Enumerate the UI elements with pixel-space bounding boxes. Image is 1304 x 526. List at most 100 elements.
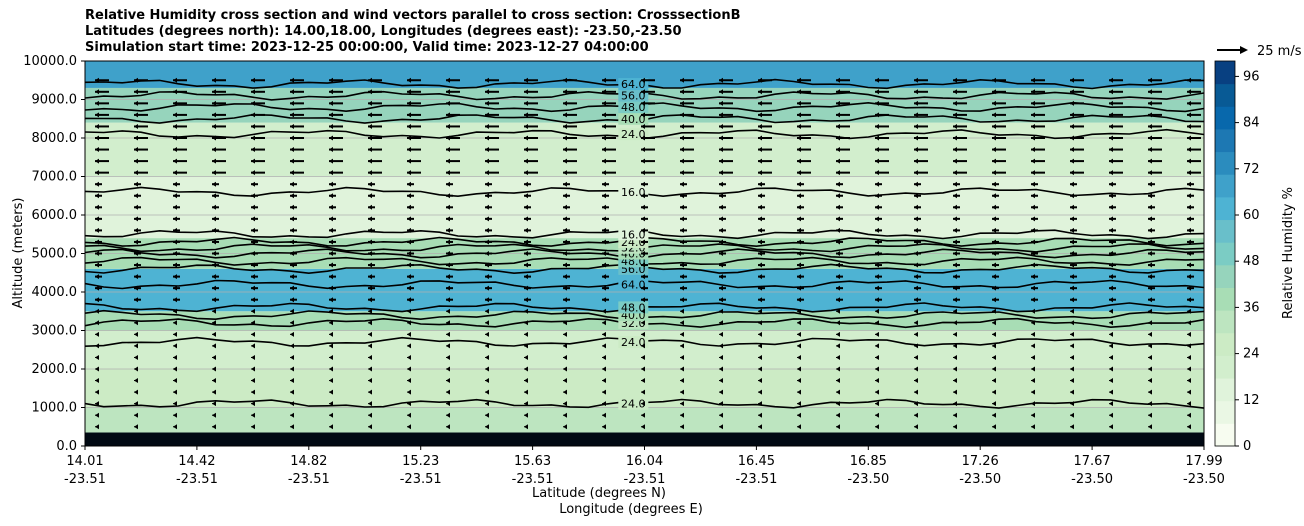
wind-vector-310: [875, 308, 879, 314]
wind-vector-96: [446, 389, 450, 395]
x-tick-label-lat-6: 16.45: [738, 454, 775, 469]
wind-vector-340: [914, 297, 921, 303]
wind-vector-515: [953, 227, 960, 233]
wind-vector-33: [251, 412, 255, 418]
wind-vector-760: [329, 123, 343, 129]
wind-vector-319: [95, 297, 102, 303]
wind-vector-653: [680, 170, 694, 176]
y-axis-label: Altitude (meters): [11, 198, 26, 309]
wind-vector-37: [407, 412, 411, 418]
wind-vector-115: [1187, 389, 1191, 395]
wind-vector-488: [1031, 239, 1038, 245]
wind-vector-469: [290, 239, 297, 245]
wind-vector-22: [953, 424, 957, 430]
wind-vector-635: [1109, 181, 1116, 187]
wind-vector-341: [953, 297, 960, 303]
wind-vector-410: [251, 262, 258, 268]
wind-vector-77: [836, 401, 840, 407]
wind-vector-426: [875, 262, 882, 268]
wind-vector-613: [251, 181, 258, 187]
wind-vector-822: [485, 100, 499, 106]
wind-vector-513: [875, 227, 882, 233]
contour-label-bg-14: [618, 112, 649, 125]
wind-vector-840: [1187, 100, 1201, 106]
wind-vector-361: [602, 285, 609, 291]
wind-vector-736: [524, 135, 538, 141]
wind-vector-142: [1109, 378, 1113, 384]
wind-vector-557: [329, 204, 336, 210]
wind-vector-172: [1148, 366, 1152, 372]
wind-vector-408: [173, 262, 180, 268]
x-tick-label-lon-6: -23.51: [735, 472, 777, 487]
wind-vector-349: [134, 285, 141, 291]
wind-vector-133: [758, 378, 762, 384]
wind-vector-100: [602, 389, 606, 395]
wind-vector-824: [563, 100, 577, 106]
wind-vector-386: [446, 274, 453, 280]
wind-vector-201: [1148, 354, 1152, 360]
wind-vector-657: [836, 170, 850, 176]
wind-vector-380: [212, 274, 219, 280]
wind-vector-397: [875, 274, 882, 280]
colorbar-label: Relative Humidity %: [1281, 187, 1296, 319]
wind-vector-41: [563, 412, 567, 418]
wind-vector-296: [329, 308, 333, 314]
wind-vector-428: [953, 262, 960, 268]
wind-vector-799: [719, 112, 733, 118]
wind-vector-338: [836, 297, 843, 303]
contour-label-bg-13: [618, 128, 649, 141]
x-tick-label-lon-4: -23.51: [512, 472, 554, 487]
wind-vector-473: [446, 239, 453, 245]
wind-vector-112: [1070, 389, 1074, 395]
wind-vector-805: [953, 112, 967, 118]
wind-vector-842: [134, 89, 148, 95]
wind-vector-721: [1070, 147, 1084, 153]
wind-vector-794: [524, 112, 538, 118]
wind-vector-336: [758, 297, 765, 303]
wind-vector-643: [290, 170, 304, 176]
wind-vector-239: [368, 331, 372, 337]
wind-vector-494: [134, 227, 141, 233]
x-tick-label-lat-7: 16.85: [850, 454, 887, 469]
wind-vector-558: [368, 204, 375, 210]
wind-vector-589: [446, 193, 453, 199]
x-tick-label-lat-1: 14.42: [178, 454, 215, 469]
wind-vector-87: [95, 389, 99, 395]
wind-vector-54: [1070, 412, 1074, 418]
wind-vector-63: [290, 401, 294, 407]
wind-vector-548: [1109, 216, 1116, 222]
wind-vector-692: [1070, 158, 1084, 164]
wind-vector-746: [914, 135, 928, 141]
wind-vector-78: [875, 401, 879, 407]
wind-vector-468: [251, 239, 258, 245]
wind-vector-862: [914, 89, 928, 95]
wind-vector-416: [485, 262, 492, 268]
wind-vector-345: [1109, 297, 1116, 303]
wind-vector-796: [602, 112, 616, 118]
wind-vector-763: [446, 123, 460, 129]
wind-vector-262: [134, 320, 138, 326]
wind-vector-381: [251, 274, 258, 280]
wind-vector-535: [602, 216, 609, 222]
wind-vector-838: [1109, 100, 1123, 106]
wind-vector-867: [1109, 89, 1123, 95]
wind-vector-274: [602, 320, 606, 326]
wind-vector-103: [719, 389, 723, 395]
wind-vector-108: [914, 389, 918, 395]
wind-vector-479: [680, 239, 687, 245]
colorbar-swatch-7: [1215, 264, 1235, 288]
wind-vector-224: [914, 343, 918, 349]
wind-vector-660: [953, 170, 967, 176]
wind-vector-198: [1031, 354, 1035, 360]
wind-vector-752: [1148, 135, 1162, 141]
wind-vector-853: [563, 89, 577, 95]
wind-vector-482: [797, 239, 804, 245]
wind-vector-362: [641, 285, 648, 291]
wind-vector-700: [251, 147, 265, 153]
wind-vector-312: [953, 308, 957, 314]
wind-vector-580: [95, 193, 102, 199]
wind-vector-740: [680, 135, 694, 141]
wind-vector-595: [680, 193, 687, 199]
wind-vector-135: [836, 378, 840, 384]
wind-vector-706: [485, 147, 499, 153]
